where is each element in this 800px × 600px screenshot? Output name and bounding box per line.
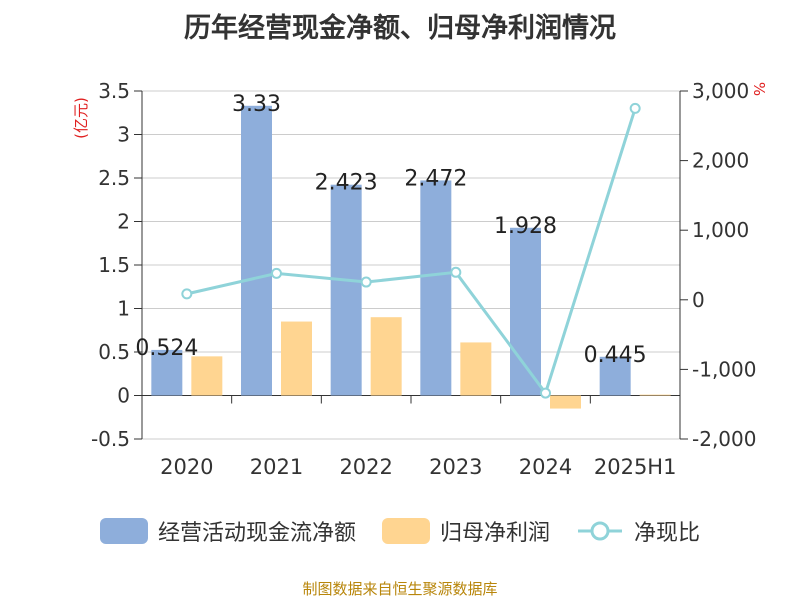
right-axis-tick-label: -2,000 — [692, 427, 756, 451]
x-axis-tick-label: 2021 — [250, 455, 303, 479]
bar-cashflow — [510, 227, 541, 396]
ratio-point — [360, 276, 372, 288]
ratio-point — [540, 387, 551, 399]
legend-line-marker-icon — [578, 521, 622, 541]
bar-netprofit — [550, 395, 581, 409]
legend: 经营活动现金流净额 归母净利润 净现比 — [0, 515, 800, 547]
x-axis-tick-label: 2025H1 — [594, 455, 677, 479]
bar-cashflow — [241, 105, 272, 396]
bar-netprofit — [370, 317, 402, 396]
right-axis-tick-label: 2,000 — [692, 149, 749, 173]
legend-swatch-cashflow — [99, 518, 148, 544]
left-axis-tick-label: 2 — [117, 210, 130, 234]
right-axis-tick-label: 3,000 — [692, 79, 749, 103]
right-axis-unit: % — [750, 82, 768, 96]
bar-data-label: 2.423 — [315, 171, 378, 196]
ratio-point — [181, 288, 193, 300]
bar-netprofit — [460, 342, 492, 396]
left-axis-tick-label: -0.5 — [91, 427, 130, 451]
left-axis-tick-label: 3.5 — [98, 79, 130, 103]
chart-title: 历年经营现金净额、归母净利润情况 — [184, 13, 616, 44]
data-source-note: 制图数据来自恒生聚源数据库 — [302, 580, 498, 598]
bar-data-label: 3.33 — [232, 92, 281, 117]
bar-cashflow — [151, 349, 183, 396]
bar-data-label: 0.524 — [135, 336, 198, 361]
bar-cashflow — [420, 180, 452, 396]
ratio-point — [271, 267, 282, 279]
legend-item-cashflow[interactable]: 经营活动现金流净额 — [99, 515, 356, 547]
left-axis-tick-label: 2.5 — [98, 166, 130, 190]
right-axis-tick-label: 1,000 — [692, 218, 749, 242]
left-axis-tick-label: 1.5 — [98, 253, 130, 277]
chart-canvas: -0.5 0 0.5 1 1.5 2 2.5 3 3.5 -2,000 -1,000 0 1,000 2,… — [72, 79, 768, 479]
left-axis-tick-label: 0.5 — [98, 340, 130, 364]
ratio-point — [629, 102, 641, 114]
left-axis-tick-label: 1 — [117, 297, 130, 321]
bar-netprofit — [191, 356, 223, 396]
bar-data-label: 1.928 — [494, 214, 557, 239]
bar-netprofit — [639, 394, 671, 396]
x-axis-tick-label: 2023 — [429, 455, 482, 479]
x-axis-tick-label: 2022 — [339, 455, 392, 479]
bar-data-label: 0.445 — [584, 343, 647, 368]
ratio-line — [186, 107, 637, 397]
legend-label-cashflow: 经营活动现金流净额 — [157, 521, 356, 546]
x-axis-tick-label: 2024 — [519, 455, 572, 479]
left-axis-unit: (亿元) — [72, 97, 90, 139]
ratio-point — [450, 266, 462, 278]
legend-swatch-netprofit — [381, 518, 430, 544]
bar-data-label: 2.472 — [404, 166, 467, 191]
legend-item-netprofit[interactable]: 归母净利润 — [381, 515, 550, 547]
right-axis-tick-label: 0 — [692, 288, 705, 312]
bar-cashflow — [599, 356, 631, 396]
legend-label-netprofit: 归母净利润 — [439, 521, 550, 546]
legend-label-ratio: 净现比 — [634, 521, 701, 546]
legend-item-ratio[interactable]: 净现比 — [576, 515, 700, 547]
right-axis-tick-label: -1,000 — [692, 357, 756, 381]
left-axis-tick-label: 0 — [117, 384, 130, 408]
x-axis-tick-label: 2020 — [160, 455, 213, 479]
bar-netprofit — [281, 321, 312, 396]
left-axis-tick-label: 3 — [117, 123, 130, 147]
bar-cashflow — [330, 184, 362, 396]
